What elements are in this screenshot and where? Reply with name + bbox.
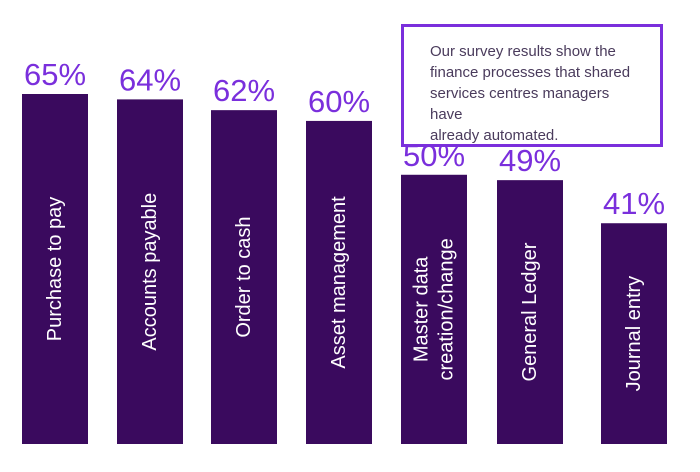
bar-label-1: Purchase to pay [44, 197, 66, 342]
bar-label-4: Asset management [328, 196, 350, 369]
category-label: creation/change [436, 238, 458, 380]
annotation-line: finance processes that shared [430, 64, 631, 81]
bar-3 [211, 110, 277, 445]
value-label: 64% [119, 62, 181, 97]
annotation-line: already automated. [430, 127, 559, 144]
category-label: Journal entry [623, 276, 645, 392]
category-label: Asset management [328, 196, 350, 369]
value-label: 60% [308, 84, 370, 119]
category-label: Master data [411, 256, 433, 362]
annotation-box: Our survey results show the finance proc… [401, 24, 663, 147]
bar-7 [601, 223, 667, 444]
value-label: 65% [24, 57, 86, 92]
bar-4 [306, 120, 372, 444]
category-label: Accounts payable [139, 193, 161, 351]
category-label: General Ledger [519, 242, 541, 381]
bar-label-5: Master data creation/change [411, 238, 458, 380]
category-label: Order to cash [233, 216, 255, 337]
bar-label-2: Accounts payable [139, 193, 161, 351]
annotation-line: Our survey results show the [430, 43, 616, 60]
annotation-line: services centres managers have [430, 85, 610, 123]
bar-label-7: Journal entry [623, 276, 645, 392]
annotation-text: Our survey results show the finance proc… [430, 41, 642, 146]
category-label: Purchase to pay [44, 197, 66, 342]
value-label: 41% [603, 186, 665, 221]
bar-2 [117, 99, 183, 444]
value-label: 62% [213, 73, 275, 108]
bar-label-6: General Ledger [519, 242, 541, 381]
value-label: 49% [499, 143, 561, 178]
bar-5 [401, 174, 467, 444]
bar-6 [497, 180, 563, 444]
bar-1 [22, 94, 88, 444]
bar-label-3: Order to cash [233, 216, 255, 337]
